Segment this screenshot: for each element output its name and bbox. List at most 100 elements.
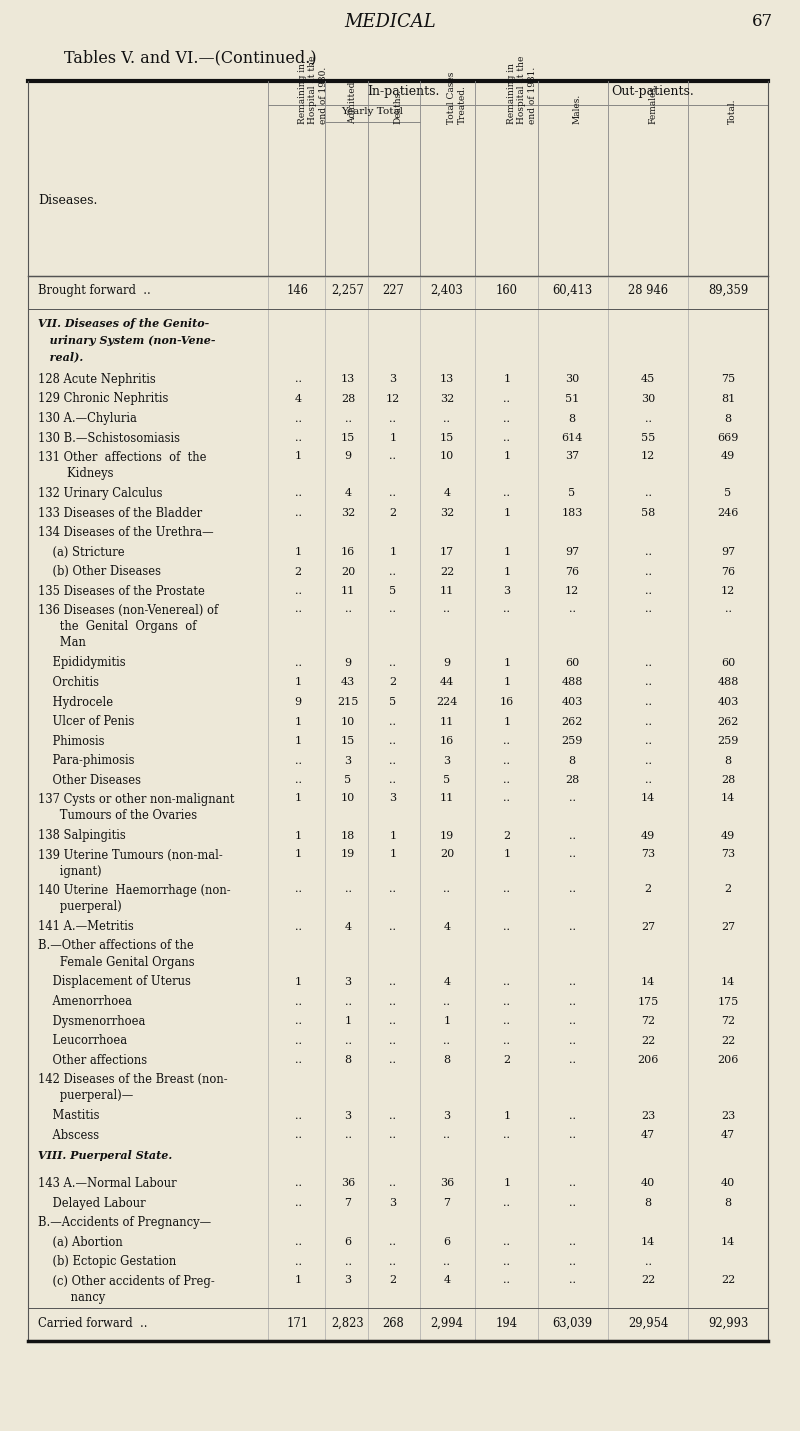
Text: ..: .. [503, 884, 510, 894]
Text: 2: 2 [294, 567, 302, 577]
Text: Displacement of Uterus: Displacement of Uterus [38, 976, 191, 989]
Text: ..: .. [294, 414, 302, 424]
Text: B.—Other affections of the: B.—Other affections of the [38, 940, 194, 953]
Text: Ulcer of Penis: Ulcer of Penis [38, 716, 134, 728]
Text: 97: 97 [565, 547, 579, 557]
Text: 5: 5 [345, 776, 351, 786]
Text: 259: 259 [718, 737, 738, 746]
Text: 1: 1 [503, 547, 510, 557]
Text: ..: .. [294, 1056, 302, 1066]
Text: 22: 22 [721, 1275, 735, 1285]
Text: 1: 1 [294, 831, 302, 841]
Text: ..: .. [645, 697, 651, 707]
Text: Phimosis: Phimosis [38, 734, 105, 748]
Text: VII. Diseases of the Genito-: VII. Diseases of the Genito- [38, 318, 210, 329]
Text: 7: 7 [345, 1198, 351, 1208]
Text: 22: 22 [641, 1275, 655, 1285]
Text: 262: 262 [718, 717, 738, 727]
Text: ..: .. [294, 604, 302, 614]
Text: Diseases.: Diseases. [38, 195, 98, 207]
Text: ..: .. [569, 1036, 575, 1046]
Text: 4: 4 [443, 1275, 450, 1285]
Text: 60: 60 [721, 658, 735, 668]
Text: 63,039: 63,039 [552, 1317, 592, 1329]
Text: 29,954: 29,954 [628, 1317, 668, 1329]
Text: ..: .. [503, 604, 510, 614]
Text: 28: 28 [565, 776, 579, 786]
Text: 28 946: 28 946 [628, 285, 668, 298]
Text: ..: .. [569, 1178, 575, 1188]
Text: 129 Chronic Nephritis: 129 Chronic Nephritis [38, 392, 168, 405]
Text: ..: .. [503, 1238, 510, 1248]
Text: 3: 3 [390, 793, 397, 803]
Text: 15: 15 [341, 737, 355, 746]
Text: 51: 51 [565, 394, 579, 404]
Text: 8: 8 [725, 1198, 731, 1208]
Text: ..: .. [503, 793, 510, 803]
Text: 142 Diseases of the Breast (non-: 142 Diseases of the Breast (non- [38, 1073, 228, 1086]
Text: 14: 14 [721, 1238, 735, 1248]
Text: 132 Urinary Calculus: 132 Urinary Calculus [38, 487, 162, 499]
Text: 17: 17 [440, 547, 454, 557]
Text: ..: .. [569, 849, 575, 859]
Text: 15: 15 [341, 434, 355, 444]
Text: ..: .. [390, 1016, 397, 1026]
Text: Deaths.: Deaths. [393, 89, 402, 124]
Text: ..: .. [443, 996, 450, 1006]
Text: ..: .. [294, 884, 302, 894]
Text: 75: 75 [721, 375, 735, 385]
Text: 11: 11 [341, 587, 355, 597]
Text: 130 B.—Schistosomiasis: 130 B.—Schistosomiasis [38, 432, 180, 445]
Text: ..: .. [503, 414, 510, 424]
Text: 76: 76 [721, 567, 735, 577]
Text: ..: .. [569, 1016, 575, 1026]
Text: ..: .. [503, 488, 510, 498]
Text: 8: 8 [645, 1198, 651, 1208]
Text: 16: 16 [500, 697, 514, 707]
Text: ..: .. [294, 756, 302, 766]
Text: 183: 183 [562, 508, 582, 518]
Text: 76: 76 [565, 567, 579, 577]
Text: 1: 1 [294, 849, 302, 859]
Text: 2: 2 [390, 508, 397, 518]
Text: 22: 22 [641, 1036, 655, 1046]
Text: ..: .. [569, 996, 575, 1006]
Text: 136 Diseases (non-Venereal) of: 136 Diseases (non-Venereal) of [38, 604, 218, 617]
Text: 97: 97 [721, 547, 735, 557]
Text: 14: 14 [641, 793, 655, 803]
Text: 5: 5 [390, 697, 397, 707]
Text: 20: 20 [341, 567, 355, 577]
Text: ..: .. [294, 434, 302, 444]
Text: 22: 22 [440, 567, 454, 577]
Text: 45: 45 [641, 375, 655, 385]
Text: 49: 49 [721, 831, 735, 841]
Text: puerperal): puerperal) [38, 900, 122, 913]
Text: 9: 9 [345, 658, 351, 668]
Text: 6: 6 [345, 1238, 351, 1248]
Text: 1: 1 [503, 658, 510, 668]
Text: Admitted.: Admitted. [348, 79, 357, 124]
Text: Para-phimosis: Para-phimosis [38, 754, 134, 767]
Text: 1: 1 [503, 1110, 510, 1120]
Text: ..: .. [645, 776, 651, 786]
Text: 2,994: 2,994 [430, 1317, 463, 1329]
Text: 60: 60 [565, 658, 579, 668]
Text: 13: 13 [341, 375, 355, 385]
Text: 1: 1 [390, 434, 397, 444]
Text: (a) Abortion: (a) Abortion [38, 1236, 122, 1249]
Text: In-patients.: In-patients. [367, 84, 439, 97]
Text: 175: 175 [638, 996, 658, 1006]
Text: 49: 49 [641, 831, 655, 841]
Text: 12: 12 [565, 587, 579, 597]
Text: 1: 1 [443, 1016, 450, 1026]
Text: 18: 18 [341, 831, 355, 841]
Text: 140 Uterine  Haemorrhage (non-: 140 Uterine Haemorrhage (non- [38, 884, 230, 897]
Text: Remaining in
Hospital at the
end of 1931.: Remaining in Hospital at the end of 1931… [507, 56, 537, 124]
Text: ..: .. [569, 1256, 575, 1266]
Text: ..: .. [503, 1198, 510, 1208]
Text: ..: .. [294, 508, 302, 518]
Text: 81: 81 [721, 394, 735, 404]
Text: ..: .. [390, 658, 397, 668]
Text: ..: .. [390, 977, 397, 987]
Text: 4: 4 [345, 488, 351, 498]
